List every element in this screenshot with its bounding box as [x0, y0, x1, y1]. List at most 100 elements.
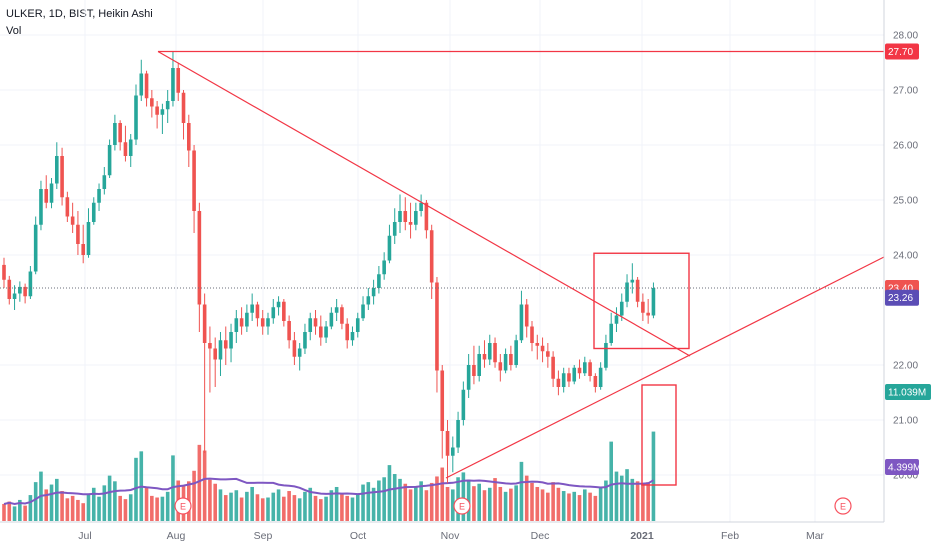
candle-body	[12, 293, 17, 299]
candle-body	[514, 340, 518, 365]
volume-bar	[551, 482, 555, 521]
price-axis-tick-label: 27.00	[893, 86, 918, 97]
time-axis-tick-label: Oct	[350, 530, 366, 542]
candle-body	[292, 340, 297, 357]
volume-bar	[33, 482, 38, 521]
volume-bar	[377, 480, 381, 521]
volume-bar	[419, 481, 423, 521]
time-axis[interactable]: Jul Aug Sep Oct Nov Dec 2021 Feb Mar	[78, 530, 824, 542]
candle-body	[70, 216, 75, 225]
volume-bar	[208, 479, 212, 521]
candle-body	[65, 197, 70, 217]
candle-body	[567, 373, 571, 382]
volume-bar	[387, 465, 392, 521]
candle-body	[646, 312, 650, 316]
candle-body	[625, 282, 629, 302]
candle-body	[630, 279, 635, 283]
candle-body	[540, 345, 545, 352]
volume-bar	[556, 487, 561, 521]
volume-bar	[150, 495, 154, 521]
price-axis[interactable]: 28.00 27.00 26.00 25.00 24.00 22.00 21.00 20.00	[893, 31, 918, 482]
volume-bar	[540, 489, 545, 521]
volume-bar	[319, 499, 323, 521]
candle-body	[213, 348, 217, 360]
candle-body	[487, 343, 492, 360]
candle-body	[139, 73, 144, 96]
volume-bar	[392, 474, 397, 521]
candle-body	[324, 326, 328, 338]
candle-body	[546, 351, 550, 357]
volume-moving-average-line	[3, 477, 654, 506]
price-tag-label: 23.40	[888, 284, 913, 295]
earnings-marker-label: E	[459, 502, 465, 512]
candle-body	[165, 101, 170, 110]
volume-bar	[567, 493, 571, 521]
time-axis-tick-label: Feb	[721, 530, 739, 542]
volume-bar	[572, 491, 577, 521]
candle-body	[155, 106, 159, 115]
volume-bar	[160, 496, 165, 521]
trend-drawings[interactable]	[157, 50, 885, 486]
candle-body	[329, 312, 334, 327]
volume-bar	[424, 490, 429, 521]
volume-bar	[445, 486, 450, 521]
candle-body	[102, 175, 107, 189]
volume-bar	[297, 498, 302, 521]
volume-bar	[55, 478, 59, 521]
volume-bar	[493, 478, 497, 521]
candle-body	[128, 139, 133, 156]
candle-body	[604, 343, 608, 368]
volume-bar	[530, 482, 534, 521]
volume-bar	[102, 485, 107, 521]
volume-bar	[76, 499, 80, 521]
volume-bar	[509, 488, 513, 521]
candle-body	[503, 354, 508, 371]
volume-bar	[324, 496, 328, 521]
candle-body	[245, 312, 249, 327]
candle-body	[524, 304, 529, 327]
volume-bar	[271, 492, 276, 521]
candle-body	[435, 282, 439, 371]
volume-bar	[577, 495, 582, 521]
candle-body	[44, 189, 49, 203]
volume-bar	[282, 496, 286, 521]
candle-body	[303, 332, 307, 349]
candle-body	[266, 318, 270, 327]
volume-bar	[503, 491, 508, 521]
earnings-marker-label: E	[840, 502, 846, 512]
candle-body	[60, 156, 64, 198]
volume-bar	[113, 481, 117, 521]
candle-body	[250, 304, 254, 313]
candle-body	[28, 271, 33, 297]
volume-bar	[60, 491, 64, 521]
earnings-marker	[834, 497, 852, 515]
candle-body	[519, 304, 524, 341]
candle-body	[2, 264, 6, 280]
candle-body	[366, 296, 371, 305]
volume-bar	[498, 486, 503, 521]
volume-bar	[192, 470, 196, 521]
candle-body	[187, 123, 191, 151]
candle-body	[387, 235, 392, 261]
volume-bar	[588, 492, 592, 521]
volume-bar	[134, 457, 138, 521]
candle-body	[134, 95, 138, 140]
time-axis-tick-label: Nov	[441, 530, 460, 542]
volume-bar	[451, 489, 455, 521]
volume-bar	[213, 483, 217, 521]
candle-body	[197, 211, 202, 305]
volume-bar	[371, 487, 376, 521]
candle-body	[451, 447, 455, 456]
volume-bar	[429, 482, 434, 521]
volume-bar	[250, 486, 254, 521]
candle-body	[535, 343, 540, 346]
candle-body	[229, 332, 233, 349]
candle-body	[192, 150, 196, 211]
candle-body	[619, 301, 624, 316]
volume-bar	[524, 475, 529, 521]
candle-body	[181, 92, 186, 123]
price-tag	[885, 289, 919, 306]
